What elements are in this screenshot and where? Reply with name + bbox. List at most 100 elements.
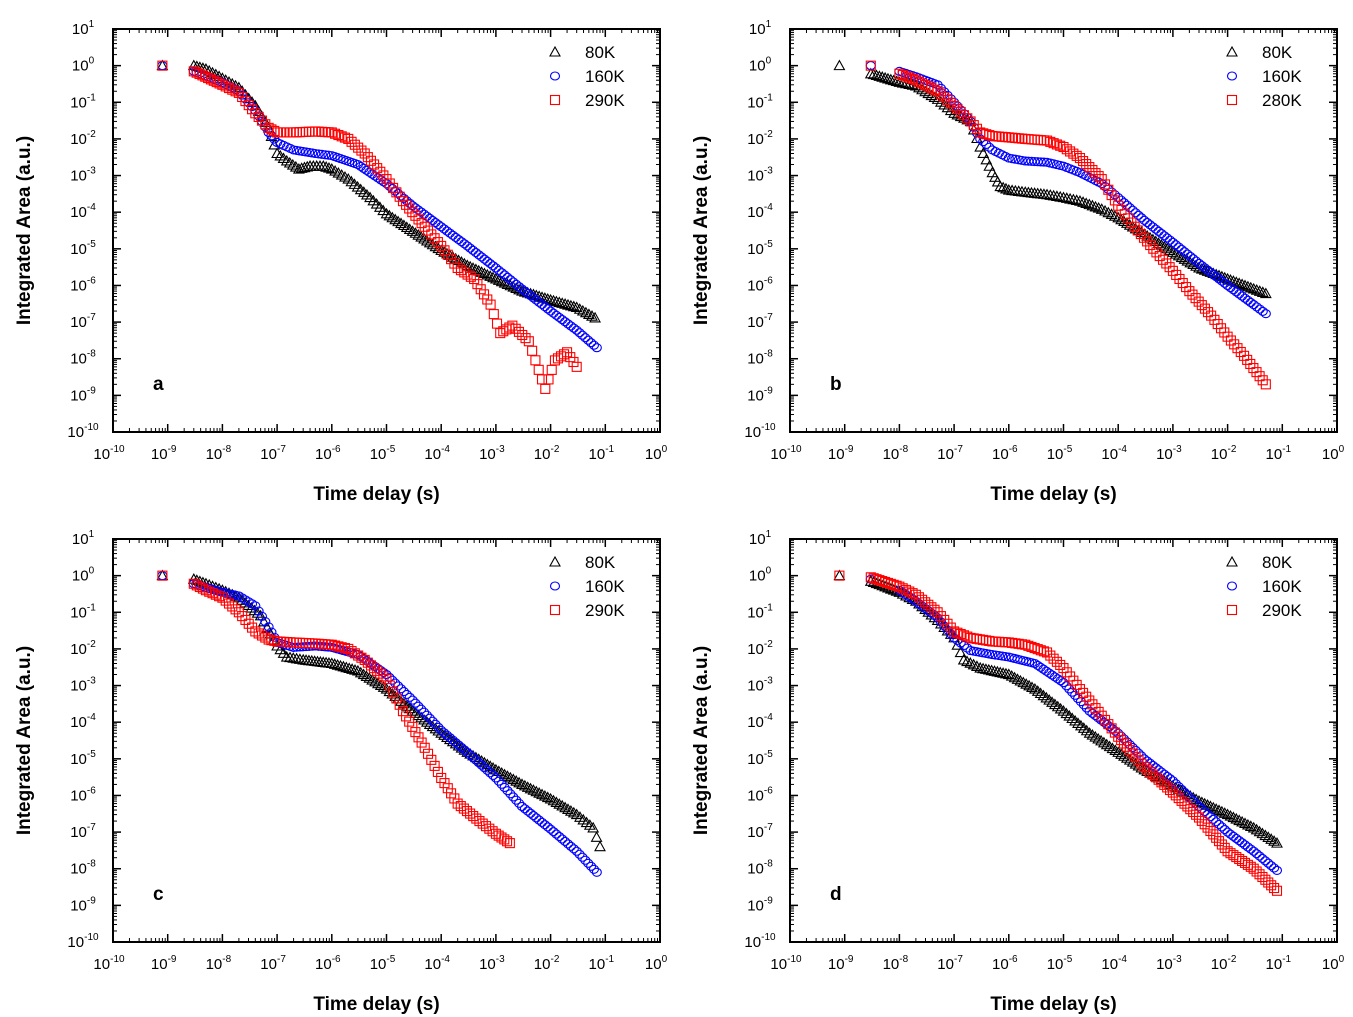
data-point: [1093, 706, 1104, 717]
data-point: [1216, 839, 1227, 850]
data-point: [453, 234, 464, 245]
data-point: [307, 126, 318, 137]
data-point: [436, 222, 447, 232]
data-point: [508, 277, 519, 287]
data-point: [1000, 132, 1011, 143]
data-point: [1058, 678, 1069, 688]
data-point: [545, 824, 556, 834]
data-point: [1087, 165, 1098, 176]
data-point: [897, 583, 908, 594]
data-point: [564, 299, 577, 311]
data-point: [1211, 817, 1222, 827]
data-point: [404, 716, 415, 727]
data-point: [1105, 208, 1118, 219]
data-point: [1248, 863, 1259, 874]
data-point: [1170, 790, 1181, 801]
data-point: [438, 246, 451, 257]
data-point: [381, 674, 392, 685]
data-point: [246, 622, 258, 633]
x-tick-label: 10-4: [424, 954, 450, 973]
x-tick-label: 10-8: [206, 444, 232, 463]
data-point: [1150, 224, 1161, 234]
legend-marker: [549, 555, 561, 567]
data-point: [588, 340, 600, 350]
data-point: [1078, 156, 1089, 167]
data-point: [227, 84, 238, 95]
data-point: [362, 657, 373, 668]
data-point: [977, 147, 990, 158]
data-point: [543, 374, 554, 385]
data-point: [496, 268, 507, 278]
data-point: [1147, 222, 1158, 232]
data-point: [536, 788, 548, 800]
data-point: [1254, 869, 1265, 880]
x-tick-label: 10-6: [992, 444, 1018, 463]
data-point: [1103, 184, 1114, 195]
data-point: [1190, 260, 1203, 271]
data-point: [475, 284, 486, 295]
data-point: [1227, 811, 1240, 823]
data-point: [388, 686, 399, 697]
series-160K: 160K: [865, 61, 1302, 319]
data-point: [453, 740, 464, 750]
data-point: [583, 335, 594, 345]
data-point: [1242, 859, 1253, 870]
data-point: [993, 651, 1004, 661]
data-point: [1035, 645, 1046, 656]
data-point: [288, 127, 299, 138]
data-point: [536, 374, 548, 385]
data-point: [1118, 750, 1130, 761]
data-point: [230, 604, 241, 615]
data-point: [1074, 684, 1086, 695]
data-point: [502, 272, 513, 282]
data-point: [926, 83, 937, 94]
data-point: [1202, 822, 1213, 833]
data-point: [1113, 731, 1124, 742]
data-point: [516, 778, 528, 789]
data-point: [476, 760, 487, 770]
data-point: [932, 607, 943, 618]
x-tick-label: 100: [1322, 954, 1345, 973]
data-point: [554, 312, 565, 322]
data-point: [339, 643, 351, 654]
data-point: [997, 181, 1010, 193]
data-point: [1219, 842, 1230, 853]
data-point: [1213, 804, 1225, 816]
data-point: [488, 309, 499, 320]
data-point: [1130, 208, 1141, 218]
series-290K: 290K: [834, 570, 1302, 896]
x-tick-label: 10-10: [770, 444, 802, 463]
data-point: [533, 787, 546, 798]
data-point: [954, 646, 967, 658]
data-point: [559, 801, 572, 813]
data-point: [1102, 206, 1115, 218]
data-point: [1254, 304, 1265, 314]
data-point: [465, 271, 476, 282]
data-point: [580, 333, 591, 343]
data-point: [330, 128, 341, 139]
data-point: [1242, 842, 1253, 852]
data-point: [1153, 774, 1164, 785]
data-point: [565, 841, 576, 851]
x-tick-label: 10-10: [93, 444, 125, 463]
y-tick-label: 10-9: [747, 385, 773, 404]
data-point: [1000, 182, 1012, 194]
data-point: [357, 668, 370, 680]
x-tick-label: 10-9: [151, 444, 177, 463]
data-point: [1239, 293, 1251, 303]
data-point: [422, 225, 434, 236]
data-point: [945, 97, 956, 108]
data-point: [313, 149, 324, 159]
legend-marker: [549, 45, 561, 57]
data-point: [323, 150, 334, 160]
data-point: [391, 693, 402, 704]
data-point: [462, 747, 473, 757]
data-point: [256, 115, 268, 126]
y-tick-label: 10-4: [70, 712, 96, 731]
data-point: [290, 652, 303, 664]
data-point: [982, 663, 995, 675]
legend-label: 290K: [1262, 601, 1302, 620]
panel-c: 10-10 10-9 10-8 10-7 10-6 10-5 10-4 10-3 10-2 10-…: [14, 529, 668, 1015]
data-point: [1196, 300, 1207, 311]
x-tick-label: 10-2: [1211, 444, 1237, 463]
